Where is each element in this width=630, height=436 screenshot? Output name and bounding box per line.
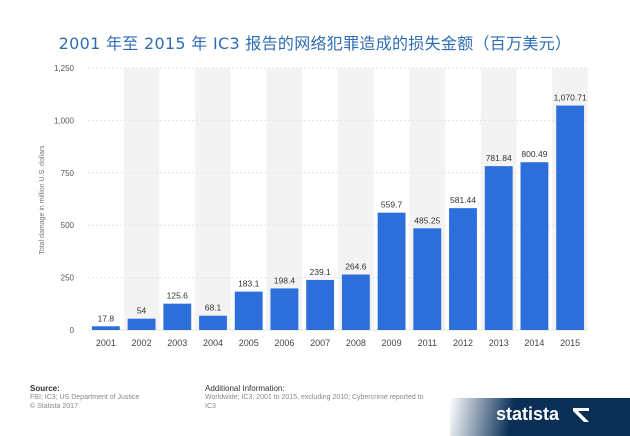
bar[interactable]	[306, 279, 335, 330]
bar[interactable]	[270, 288, 299, 330]
bar[interactable]	[413, 228, 442, 330]
additional-info-heading: Additional Information:	[205, 384, 285, 393]
data-label: 17.8	[98, 313, 115, 323]
data-label: 781.84	[486, 153, 512, 163]
data-label: 1,070.71	[554, 93, 587, 103]
y-tick-label: 250	[61, 274, 75, 283]
data-label: 54	[137, 306, 147, 316]
bar[interactable]	[163, 303, 192, 330]
data-label: 559.7	[381, 200, 403, 210]
bar[interactable]	[91, 326, 120, 330]
bar[interactable]	[199, 315, 227, 330]
source-block: Source: FBI; IC3; US Department of Justi…	[30, 384, 139, 411]
bar[interactable]	[484, 166, 513, 330]
x-tick-label: 2009	[382, 338, 402, 348]
x-tick-label: 2012	[453, 338, 473, 348]
x-tick-label: 2007	[310, 338, 330, 348]
y-tick-label: 0	[70, 326, 75, 335]
x-tick-label: 2005	[239, 338, 259, 348]
additional-info-text: Worldwide; IC3; 2001 to 2015, excluding …	[205, 394, 424, 410]
x-tick-label: 2008	[346, 338, 366, 348]
y-tick-label: 1,000	[54, 116, 75, 125]
data-label: 68.1	[205, 303, 222, 313]
data-label: 485.25	[414, 215, 440, 225]
column-band	[123, 68, 160, 330]
x-tick-label: 2013	[489, 338, 509, 348]
y-tick-label: 750	[61, 169, 75, 178]
statista-logo-icon	[573, 408, 589, 422]
y-axis-label: Total damage in million U.S. dollars	[39, 145, 46, 255]
data-label: 581.44	[450, 195, 476, 205]
y-tick-label: 1,250	[54, 64, 75, 73]
data-label: 125.6	[167, 291, 189, 301]
source-heading: Source:	[30, 384, 60, 393]
brand-banner	[450, 398, 630, 436]
statista-logo-text[interactable]: statista	[496, 404, 560, 424]
copyright-line: © Statista 2017	[30, 403, 78, 410]
data-label: 264.6	[345, 262, 367, 272]
x-tick-label: 2002	[132, 338, 152, 348]
bar-chart: 0 250 500 750 1,000 1,250 17.8 54 125.6 68.1 183.…	[39, 64, 588, 348]
y-tick-label: 500	[61, 221, 75, 230]
bar[interactable]	[449, 208, 477, 330]
additional-info-block: Additional Information: Worldwide; IC3; …	[205, 384, 435, 411]
data-label: 800.49	[521, 149, 547, 159]
bar[interactable]	[127, 318, 156, 330]
bar[interactable]	[341, 274, 370, 330]
bar[interactable]	[556, 105, 585, 330]
column-band	[266, 68, 303, 330]
column-band	[195, 68, 231, 330]
x-tick-label: 2003	[167, 338, 187, 348]
x-tick-label: 2006	[274, 338, 294, 348]
x-tick-label: 2011	[418, 338, 437, 348]
source-line: FBI; IC3; US Department of Justice	[30, 394, 140, 401]
footer	[0, 398, 630, 436]
data-label: 239.1	[310, 267, 332, 277]
bar[interactable]	[234, 291, 263, 330]
data-label: 198.4	[274, 275, 296, 285]
bar[interactable]	[520, 162, 549, 330]
x-tick-label: 2001	[96, 338, 116, 348]
x-tick-label: 2004	[203, 338, 223, 348]
data-label: 183.1	[238, 279, 260, 289]
x-tick-label: 2015	[560, 338, 580, 348]
chart-title: 2001 年至 2015 年 IC3 报告的网络犯罪造成的损失金额（百万美元）	[58, 34, 572, 53]
x-tick-label: 2014	[524, 338, 544, 348]
bar[interactable]	[377, 212, 406, 330]
